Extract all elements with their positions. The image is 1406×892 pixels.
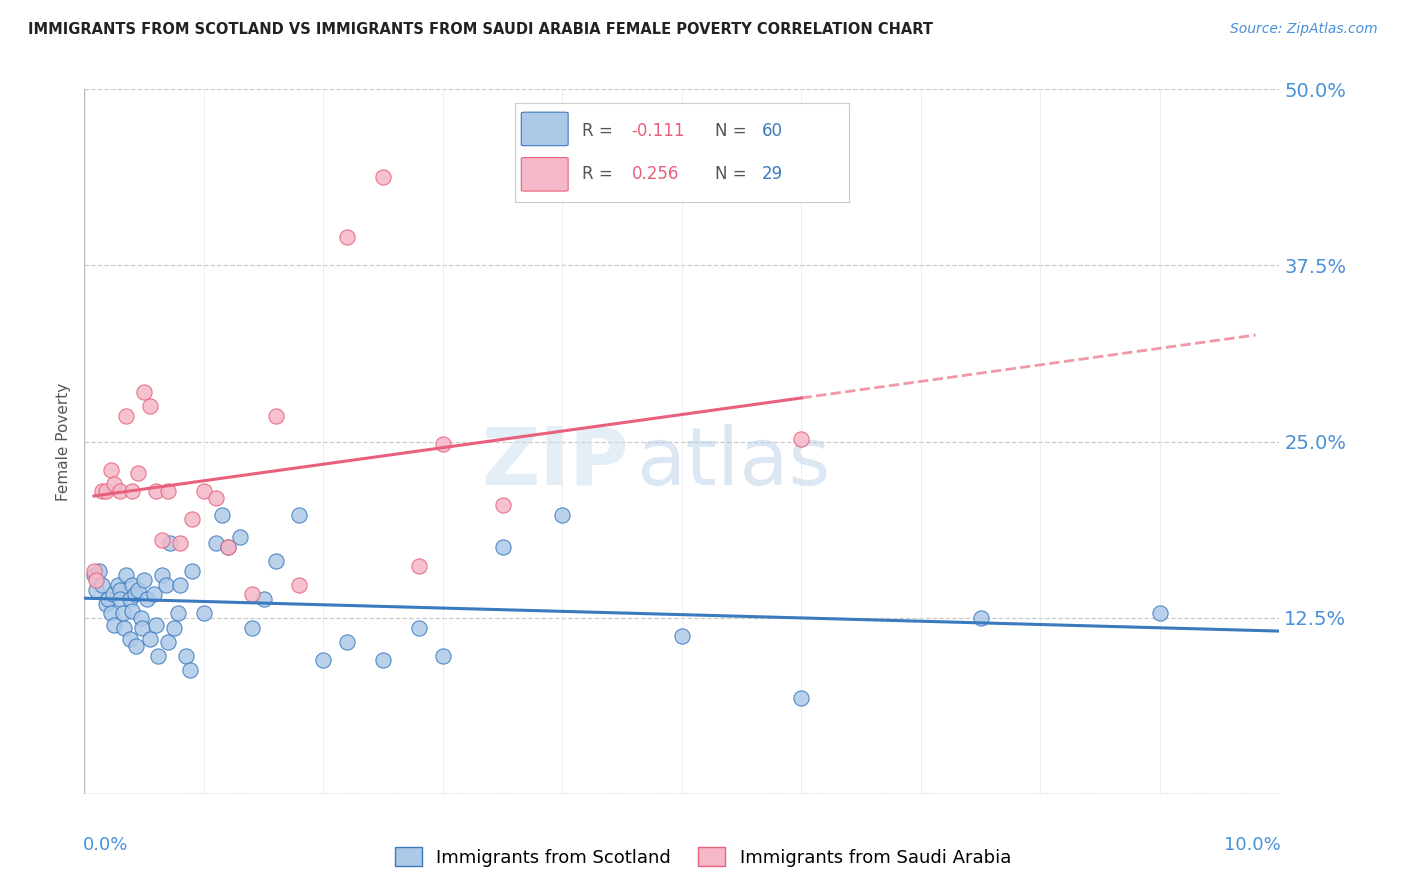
- Point: [91, 578, 114, 592]
- Legend: Immigrants from Scotland, Immigrants from Saudi Arabia: Immigrants from Scotland, Immigrants fro…: [388, 840, 1018, 874]
- Point: [240, 587, 263, 601]
- Point: [124, 587, 146, 601]
- Point: [159, 536, 181, 550]
- Point: [125, 639, 148, 653]
- Point: [181, 512, 204, 526]
- Point: [91, 483, 114, 498]
- Point: [112, 621, 135, 635]
- Point: [790, 432, 813, 446]
- Point: [492, 498, 515, 512]
- Point: [94, 483, 117, 498]
- Point: [264, 554, 287, 568]
- Point: [174, 648, 197, 663]
- Point: [211, 508, 233, 522]
- Point: [217, 541, 239, 555]
- Point: [970, 610, 993, 624]
- Point: [193, 483, 215, 498]
- Point: [121, 483, 143, 498]
- Point: [139, 399, 162, 413]
- Point: [121, 604, 143, 618]
- Point: [127, 466, 149, 480]
- Point: [148, 648, 170, 663]
- Point: [97, 592, 120, 607]
- Point: [181, 564, 204, 578]
- Point: [408, 621, 430, 635]
- Point: [145, 483, 167, 498]
- Text: 10.0%: 10.0%: [1223, 836, 1281, 855]
- Point: [336, 634, 359, 648]
- Point: [127, 582, 149, 597]
- Y-axis label: Female Poverty: Female Poverty: [56, 383, 72, 500]
- Point: [131, 621, 153, 635]
- Point: [103, 476, 125, 491]
- Point: [110, 582, 132, 597]
- Point: [336, 230, 359, 244]
- Point: [157, 634, 180, 648]
- Text: 0.0%: 0.0%: [83, 836, 128, 855]
- Point: [115, 409, 138, 424]
- Point: [145, 617, 167, 632]
- Point: [205, 491, 228, 505]
- Point: [217, 541, 239, 555]
- Point: [373, 653, 395, 667]
- Point: [118, 632, 141, 646]
- Point: [253, 592, 276, 607]
- Point: [87, 564, 110, 578]
- Point: [132, 573, 156, 587]
- Point: [139, 632, 162, 646]
- Text: Source: ZipAtlas.com: Source: ZipAtlas.com: [1230, 22, 1378, 37]
- Point: [155, 578, 177, 592]
- Text: ZIP: ZIP: [481, 424, 628, 501]
- Point: [408, 558, 430, 573]
- Point: [166, 607, 188, 621]
- Point: [111, 607, 134, 621]
- Point: [86, 573, 108, 587]
- Point: [288, 578, 311, 592]
- Point: [288, 508, 311, 522]
- Point: [240, 621, 263, 635]
- Point: [100, 463, 122, 477]
- Point: [163, 621, 186, 635]
- Point: [312, 653, 335, 667]
- Point: [169, 536, 191, 550]
- Point: [107, 578, 129, 592]
- Point: [790, 691, 813, 706]
- Point: [132, 385, 156, 400]
- Point: [121, 578, 143, 592]
- Point: [551, 508, 574, 522]
- Point: [150, 533, 173, 548]
- Point: [169, 578, 191, 592]
- Point: [432, 437, 454, 451]
- Point: [115, 568, 138, 582]
- Point: [432, 648, 454, 663]
- Point: [193, 607, 215, 621]
- Text: atlas: atlas: [637, 424, 831, 501]
- Point: [101, 587, 124, 601]
- Point: [135, 592, 157, 607]
- Point: [83, 564, 105, 578]
- Point: [100, 607, 122, 621]
- Point: [492, 541, 515, 555]
- Text: IMMIGRANTS FROM SCOTLAND VS IMMIGRANTS FROM SAUDI ARABIA FEMALE POVERTY CORRELAT: IMMIGRANTS FROM SCOTLAND VS IMMIGRANTS F…: [28, 22, 934, 37]
- Point: [142, 587, 165, 601]
- Point: [264, 409, 287, 424]
- Point: [103, 617, 125, 632]
- Point: [150, 568, 173, 582]
- Point: [228, 530, 252, 544]
- Point: [179, 663, 201, 677]
- Point: [94, 597, 117, 611]
- Point: [110, 592, 132, 607]
- Point: [205, 536, 228, 550]
- Point: [373, 169, 395, 184]
- Point: [671, 629, 693, 643]
- Point: [83, 568, 105, 582]
- Point: [86, 582, 108, 597]
- Point: [1149, 607, 1171, 621]
- Point: [129, 610, 152, 624]
- Point: [110, 483, 132, 498]
- Point: [118, 592, 141, 607]
- Point: [157, 483, 180, 498]
